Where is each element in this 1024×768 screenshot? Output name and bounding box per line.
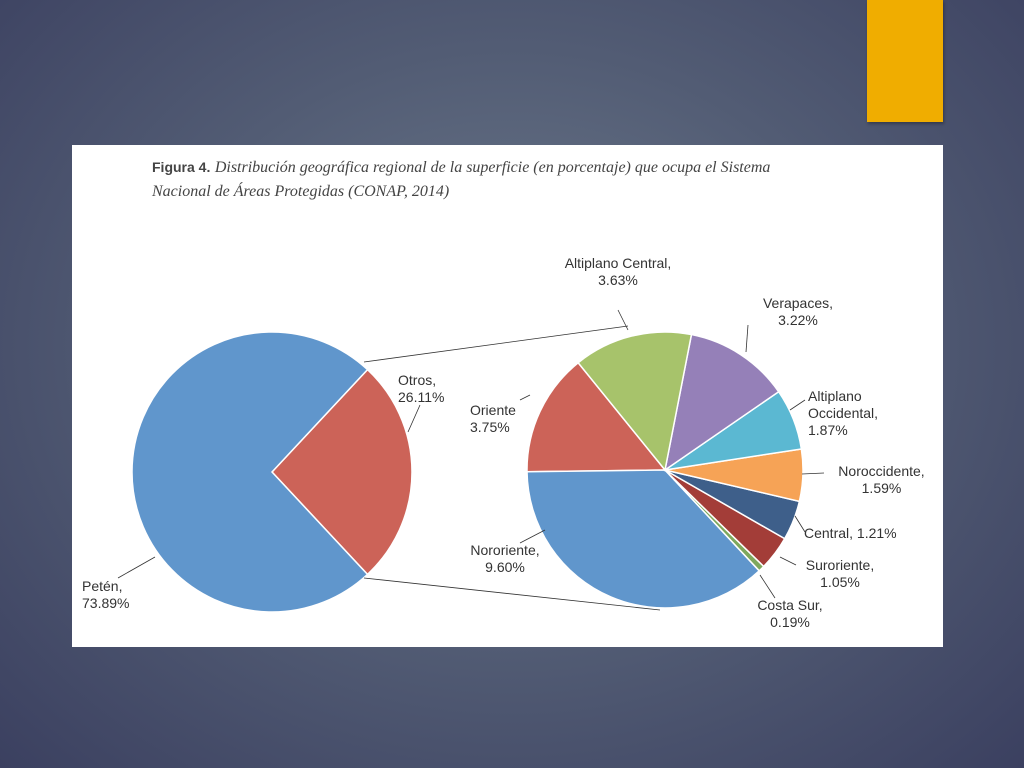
chart-title-block: Figura 4. Distribución geográfica region…: [152, 155, 792, 204]
slice-label: Verapaces, 3.22%: [748, 295, 848, 329]
slice-name: Petén,: [82, 578, 123, 594]
slice-label: Costa Sur, 0.19%: [745, 597, 835, 631]
leader: [801, 472, 825, 475]
slice-value: 0.19%: [770, 614, 810, 630]
slice-value: 1.05%: [820, 574, 860, 590]
slice-value: 3.22%: [778, 312, 818, 328]
slice-label: Altiplano Central, 3.63%: [563, 255, 673, 289]
slice-name: Altiplano Occidental,: [808, 388, 879, 421]
connector: [363, 577, 661, 611]
leader: [519, 529, 546, 544]
leader: [617, 309, 629, 331]
slice-value: 1.87%: [808, 422, 848, 438]
leader: [779, 556, 797, 566]
slice-value: 1.21%: [856, 525, 897, 541]
pie-slice: [526, 361, 667, 473]
slice-value: 26.11%: [398, 389, 445, 405]
pie-slice: [526, 469, 761, 609]
slice-name: Suroriente,: [805, 557, 875, 573]
slice-name: Central,: [804, 525, 854, 541]
pie-slice: [577, 331, 693, 472]
chart-title: Distribución geográfica regional de la s…: [152, 159, 771, 200]
slice-value: 3.63%: [598, 272, 638, 288]
slice-label: Oriente 3.75%: [470, 402, 540, 436]
slice-name: Altiplano Central,: [564, 255, 672, 271]
slice-label: Petén, 73.89%: [82, 578, 162, 612]
slice-name: Noroccidente,: [838, 463, 925, 479]
slice-value: 3.75%: [470, 419, 510, 435]
leader: [407, 404, 421, 433]
slice-name: Otros,: [398, 372, 437, 388]
accent-bar: [867, 0, 943, 122]
slice-value: 1.59%: [861, 480, 902, 496]
pie-slice: [131, 331, 369, 613]
pie-slice: [270, 368, 413, 576]
connector: [363, 325, 629, 363]
slice-name: Costa Sur,: [757, 597, 823, 613]
slice-label: Central, 1.21%: [804, 525, 924, 542]
leader: [117, 556, 156, 579]
leader: [745, 324, 749, 353]
slice-value: 9.60%: [485, 559, 525, 575]
slice-label: Nororiente, 9.60%: [455, 542, 555, 576]
leader-lines: [117, 309, 825, 611]
figure-label: Figura 4.: [152, 159, 211, 175]
slice-name: Nororiente,: [470, 542, 540, 558]
slice-label: Otros, 26.11%: [398, 372, 468, 406]
slice-name: Verapaces,: [762, 295, 834, 311]
slice-name: Oriente: [470, 402, 516, 418]
slice-label: Altiplano Occidental, 1.87%: [808, 388, 898, 439]
slice-value: 73.89%: [82, 595, 130, 611]
leader: [794, 515, 806, 533]
leader: [759, 574, 776, 599]
slice-label: Noroccidente, 1.59%: [824, 463, 939, 497]
pie-slice: [663, 333, 780, 472]
leader: [519, 394, 531, 401]
slice-label: Suroriente, 1.05%: [795, 557, 885, 591]
leader: [789, 399, 806, 411]
